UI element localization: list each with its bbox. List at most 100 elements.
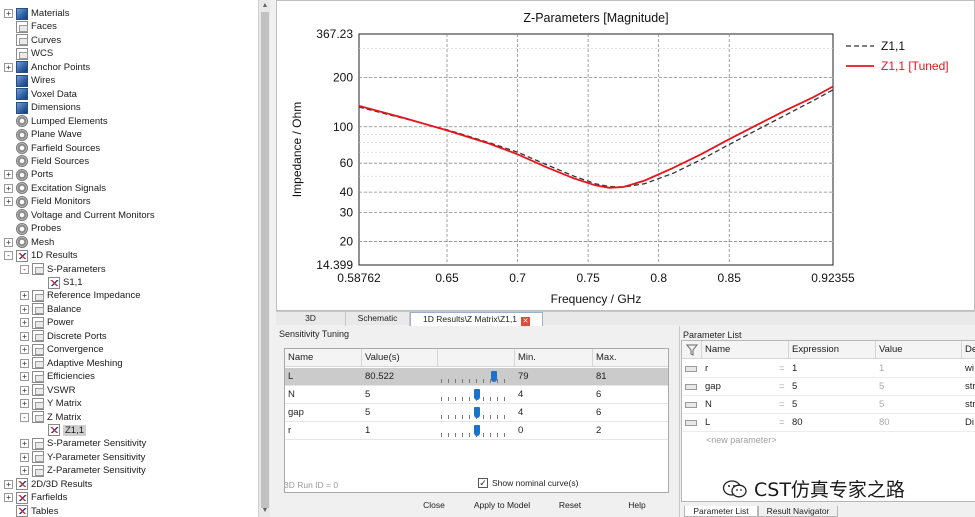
tuning-slider[interactable] — [438, 368, 513, 386]
expand-icon[interactable]: + — [4, 479, 13, 489]
expand-icon[interactable]: + — [20, 439, 29, 449]
table-row[interactable]: L = 80 80 Di — [682, 414, 975, 432]
tree-item[interactable]: + Adaptive Meshing — [20, 357, 123, 370]
tab-3d[interactable]: 3D — [276, 312, 346, 326]
row-handle-icon[interactable] — [685, 420, 697, 426]
tree-item[interactable]: Voxel Data — [4, 88, 77, 101]
scroll-down-icon[interactable]: ▼ — [261, 507, 269, 514]
close-icon[interactable]: ✕ — [521, 317, 530, 326]
row-handle-icon[interactable] — [685, 384, 697, 390]
expand-icon[interactable]: + — [20, 358, 29, 368]
apply-to-model-button[interactable]: Apply to Model — [473, 500, 531, 510]
filter-icon[interactable] — [682, 341, 702, 359]
expand-icon[interactable]: + — [20, 318, 29, 328]
expand-icon[interactable]: + — [20, 466, 29, 476]
tree-item[interactable]: S1,1 — [36, 276, 83, 289]
slider-thumb[interactable] — [491, 371, 498, 382]
tree-item[interactable]: - Z Matrix — [20, 411, 81, 424]
slider-thumb[interactable] — [474, 389, 480, 400]
close-button[interactable]: Close — [423, 500, 445, 510]
col-name[interactable]: Name — [285, 349, 362, 367]
expand-icon[interactable]: + — [20, 331, 29, 341]
tree-item[interactable]: + Reference Impedance — [20, 289, 140, 302]
parameter-table[interactable]: Name Expression Value De r = 1 1 wi gap = 5 5 str… — [681, 340, 975, 502]
chart-panel[interactable]: 367.23 200 100 60 40 30 20 14.399 0.58762 0.65 0.7… — [276, 0, 975, 311]
navigation-tree[interactable]: + Materials Faces Curves WCS + Anchor Points Wi… — [0, 0, 258, 517]
tree-item[interactable]: Farfield Sources — [4, 142, 100, 155]
expand-icon[interactable]: + — [4, 183, 13, 193]
tree-item[interactable]: + Farfields — [4, 491, 67, 504]
scroll-thumb[interactable] — [261, 12, 269, 508]
tree-item[interactable]: + Materials — [4, 7, 70, 20]
row-handle-icon[interactable] — [685, 402, 697, 408]
tree-item[interactable]: Plane Wave — [4, 128, 82, 141]
expand-icon[interactable]: + — [4, 197, 13, 207]
tab-schematic[interactable]: Schematic — [346, 312, 410, 326]
tree-item[interactable]: - S-Parameters — [20, 263, 106, 276]
table-row[interactable]: r 1 0 2 — [285, 422, 668, 440]
table-row[interactable]: N = 5 5 str — [682, 396, 975, 414]
col-name[interactable]: Name — [702, 341, 789, 359]
slider-thumb[interactable] — [474, 407, 480, 418]
tree-item[interactable]: + Convergence — [20, 343, 104, 356]
col-description[interactable]: De — [962, 341, 975, 359]
tab-parameter-list[interactable]: Parameter List — [684, 506, 758, 517]
slider-thumb[interactable] — [474, 425, 480, 436]
table-row[interactable]: gap 5 4 6 — [285, 404, 668, 422]
tree-item[interactable]: Lumped Elements — [4, 115, 108, 128]
tree-item[interactable]: Dimensions — [4, 101, 81, 114]
help-button[interactable]: Help — [628, 500, 646, 510]
tree-item[interactable]: + Efficiencies — [20, 370, 95, 383]
tree-item[interactable]: Probes — [4, 222, 61, 235]
tree-item[interactable]: + Anchor Points — [4, 61, 90, 74]
expand-icon[interactable]: + — [4, 62, 13, 72]
tree-item[interactable]: + Ports — [4, 168, 53, 181]
filter-header[interactable] — [682, 341, 702, 359]
expand-icon[interactable]: + — [20, 345, 29, 355]
tree-item[interactable]: Tables — [4, 505, 58, 517]
tree-item[interactable]: +2D/3D Results — [4, 478, 92, 491]
new-parameter-entry[interactable]: <new parameter> — [706, 435, 777, 445]
tree-item[interactable]: + S-Parameter Sensitivity — [20, 437, 146, 450]
expand-icon[interactable]: + — [4, 170, 13, 180]
expand-icon[interactable]: + — [20, 452, 29, 462]
tuning-slider[interactable] — [438, 404, 513, 422]
tree-item[interactable]: + Excitation Signals — [4, 182, 106, 195]
tree-item[interactable]: Curves — [4, 34, 61, 47]
expand-icon[interactable]: + — [20, 304, 29, 314]
tree-item[interactable]: + Field Monitors — [4, 195, 91, 208]
col-values[interactable]: Value(s) — [362, 349, 438, 367]
tree-item[interactable]: Z1,1 — [36, 424, 87, 437]
tree-item[interactable]: Field Sources — [4, 155, 89, 168]
tree-item[interactable]: + Y-Parameter Sensitivity — [20, 451, 145, 464]
col-slider[interactable] — [438, 349, 515, 367]
tree-item[interactable]: Faces — [4, 20, 57, 33]
col-min[interactable]: Min. — [515, 349, 593, 367]
col-expression[interactable]: Expression — [789, 341, 876, 359]
tuning-slider[interactable] — [438, 422, 513, 440]
sensitivity-table[interactable]: Name Value(s) Min. Max. L 80.522 79 81 N 5 4 6 g… — [284, 348, 669, 493]
checkbox-check-icon[interactable]: ✓ — [478, 478, 488, 488]
table-row[interactable]: r = 1 1 wi — [682, 360, 975, 378]
tree-item[interactable]: + VSWR — [20, 384, 76, 397]
tree-item[interactable]: + Y Matrix — [20, 397, 82, 410]
collapse-icon[interactable]: - — [4, 251, 13, 261]
expand-icon[interactable]: + — [4, 9, 13, 18]
tab-z11-result[interactable]: 1D Results\Z Matrix\Z1,1 ✕ — [410, 312, 543, 326]
reset-button[interactable]: Reset — [558, 500, 582, 510]
tree-item[interactable]: Wires — [4, 74, 55, 87]
collapse-icon[interactable]: - — [20, 264, 29, 274]
tree-item[interactable]: Voltage and Current Monitors — [4, 209, 155, 222]
tree-item[interactable]: - 1D Results — [4, 249, 77, 262]
tree-scrollbar[interactable]: ▲ ▼ — [258, 0, 270, 517]
show-nominal-checkbox[interactable]: ✓ Show nominal curve(s) — [478, 478, 578, 488]
table-row[interactable]: gap = 5 5 str — [682, 378, 975, 396]
expand-icon[interactable]: + — [4, 237, 13, 247]
tree-item[interactable]: + Mesh — [4, 236, 54, 249]
tab-result-navigator[interactable]: Result Navigator — [758, 506, 838, 517]
tuning-slider[interactable] — [438, 386, 513, 404]
tree-item[interactable]: + Z-Parameter Sensitivity — [20, 464, 146, 477]
collapse-icon[interactable]: - — [20, 412, 29, 422]
table-row[interactable]: L 80.522 79 81 — [285, 368, 668, 386]
